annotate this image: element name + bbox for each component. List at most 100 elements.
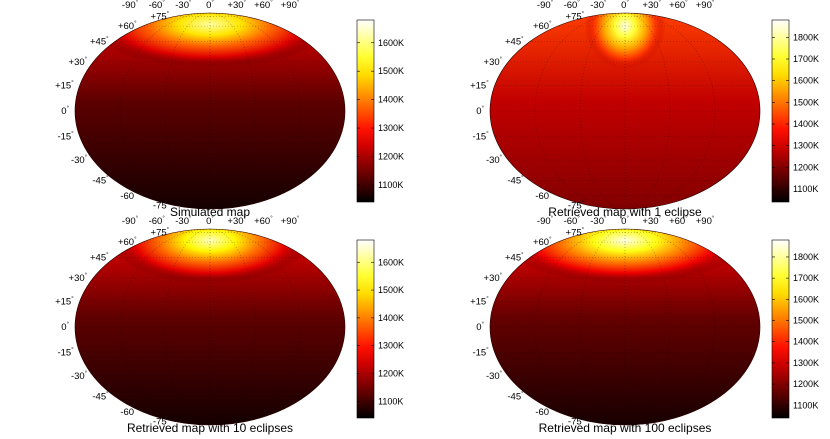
meridian: [119, 229, 211, 425]
meridian: [534, 229, 626, 425]
latitude-label: +75°: [151, 11, 170, 22]
latitude-label: -75°: [153, 417, 170, 428]
latitude-tick-labels: +75° +60° +45°+30° +15° 0° -15° -30° -45° -60° -7…: [55, 11, 170, 211]
longitude-label: +60°: [669, 0, 688, 11]
colorbar: 1800K 1700K 1600K 1500K 1400K 1300K 1200K 1100K: [771, 19, 819, 203]
latitude-label: -60°: [535, 407, 552, 418]
longitude-label: +90°: [696, 0, 715, 11]
colorbar-tick-label: 1300K: [793, 141, 819, 151]
latitude-label: -45°: [92, 391, 109, 402]
latitude-label: -75°: [153, 201, 170, 212]
colorbar-gradient: [356, 19, 375, 203]
latitude-label: +15°: [470, 297, 489, 308]
panel-simulated-map: -90° -60° -30° 0° +30° +60° +90° +75°+60°+45°+…: [55, 0, 404, 219]
latitude-label: +15°: [470, 81, 489, 92]
colorbar-tick-label: 1800K: [793, 252, 819, 262]
colorbar-tick-label: 1100K: [378, 396, 403, 406]
longitude-label: -60°: [149, 0, 166, 11]
latitude-label: +30°: [484, 57, 503, 68]
longitude-tick-labels: -90° -60° -30° 0° +30° +60° +90°: [537, 0, 715, 11]
longitude-label: +60°: [254, 216, 273, 227]
latitude-label: -45°: [92, 175, 109, 186]
latitude-label: 0°: [476, 322, 484, 333]
latitude-label: -60°: [120, 407, 137, 418]
colorbar-tick-label: 1300K: [378, 123, 404, 133]
longitude-label: -90°: [537, 216, 554, 227]
colorbar-gradient: [771, 19, 790, 203]
map-outline: [74, 228, 346, 426]
longitude-label: +60°: [669, 216, 688, 227]
panel-retrieved-100-eclipses: -90° -60° -30° 0° +30° +60° +90° +75°+60°+45°+…: [470, 216, 819, 435]
meridian: [209, 13, 301, 209]
panel-retrieved-1-eclipse: -90° -60° -30° 0° +30° +60° +90° +75°+60°+45°+…: [470, 0, 819, 219]
longitude-label: 0°: [621, 216, 629, 227]
latitude-tick-labels: +75° +60° +45°+30° +15° 0° -15° -30° -45° -60° -7…: [55, 227, 170, 427]
latitude-label: -15°: [472, 347, 489, 358]
longitude-label: +30°: [227, 0, 246, 11]
hotspot: [108, 229, 312, 284]
colorbar-tick-label: 1200K: [793, 162, 819, 172]
colorbar-tick-label: 1400K: [378, 95, 404, 105]
latitude-label: 0°: [61, 106, 69, 117]
panel-caption: Retrieved map with 10 eclipses: [127, 421, 293, 435]
colorbar-tick-label: 1100K: [793, 400, 818, 410]
longitude-label: -90°: [122, 0, 139, 11]
latitude-label: 0°: [61, 322, 69, 333]
longitude-label: 0°: [206, 0, 214, 11]
panel-retrieved-10-eclipses: -90° -60° -30° 0° +30° +60° +90° +75°+60°+45°+…: [55, 216, 404, 435]
latitude-label: -75°: [568, 417, 585, 428]
map-outline: [74, 12, 346, 210]
latitude-label: +15°: [55, 297, 74, 308]
latitude-label: +75°: [151, 227, 170, 238]
colorbar-gradient: [356, 239, 375, 419]
latitude-label: +60°: [533, 237, 552, 248]
longitude-label: -30°: [175, 0, 192, 11]
colorbar-tick-label: 1200K: [378, 152, 404, 162]
colorbar-tick-label: 1500K: [793, 316, 819, 326]
longitude-label: 0°: [206, 216, 214, 227]
latitude-label: -15°: [57, 347, 74, 358]
longitude-label: -60°: [149, 216, 166, 227]
longitude-label: -30°: [175, 216, 192, 227]
colorbar-tick-label: 1600K: [793, 294, 819, 304]
latitude-label: +75°: [566, 11, 585, 22]
latitude-label: -30°: [71, 371, 88, 382]
latitude-label: -75°: [568, 201, 585, 212]
longitude-label: +90°: [281, 0, 300, 11]
map-body: [489, 228, 761, 426]
latitude-label: +45°: [90, 253, 109, 264]
map-body: [74, 12, 346, 210]
longitude-label: -30°: [590, 0, 607, 11]
map-outline: [489, 12, 761, 210]
meridian: [209, 229, 301, 425]
colorbar-tick-label: 1100K: [793, 184, 818, 194]
latitude-label: -15°: [472, 131, 489, 142]
latitude-label: -45°: [507, 391, 524, 402]
latitude-label: +45°: [505, 37, 524, 48]
colorbar-tick-label: 1400K: [793, 119, 819, 129]
longitude-tick-labels: -90° -60° -30° 0° +30° +60° +90°: [122, 216, 300, 227]
longitude-label: -90°: [122, 216, 139, 227]
colorbar: 1600K 1500K 1400K 1300K 1200K 1100K: [356, 239, 404, 419]
colorbar-tick-label: 1500K: [793, 97, 819, 107]
latitude-label: +75°: [566, 227, 585, 238]
hotspot: [501, 229, 749, 284]
colorbar-tick-label: 1600K: [793, 76, 819, 86]
colorbar-tick-label: 1300K: [378, 341, 404, 351]
latitude-label: +30°: [69, 57, 88, 68]
latitude-tick-labels: +75° +60° +45°+30° +15° 0° -15° -30° -45° -60° -7…: [470, 227, 585, 427]
colorbar-tick-label: 1800K: [793, 32, 819, 42]
latitude-label: +30°: [484, 273, 503, 284]
longitude-label: +90°: [696, 216, 715, 227]
meridian: [534, 13, 626, 209]
latitude-label: +60°: [118, 237, 137, 248]
colorbar-tick-label: 1300K: [793, 358, 819, 368]
colorbar-tick-label: 1500K: [378, 285, 404, 295]
latitude-label: -30°: [71, 155, 88, 166]
longitude-label: +30°: [642, 0, 661, 11]
colorbar-gradient: [771, 239, 790, 419]
meridian: [624, 229, 716, 425]
latitude-label: +15°: [55, 81, 74, 92]
latitude-label: +60°: [118, 21, 137, 32]
